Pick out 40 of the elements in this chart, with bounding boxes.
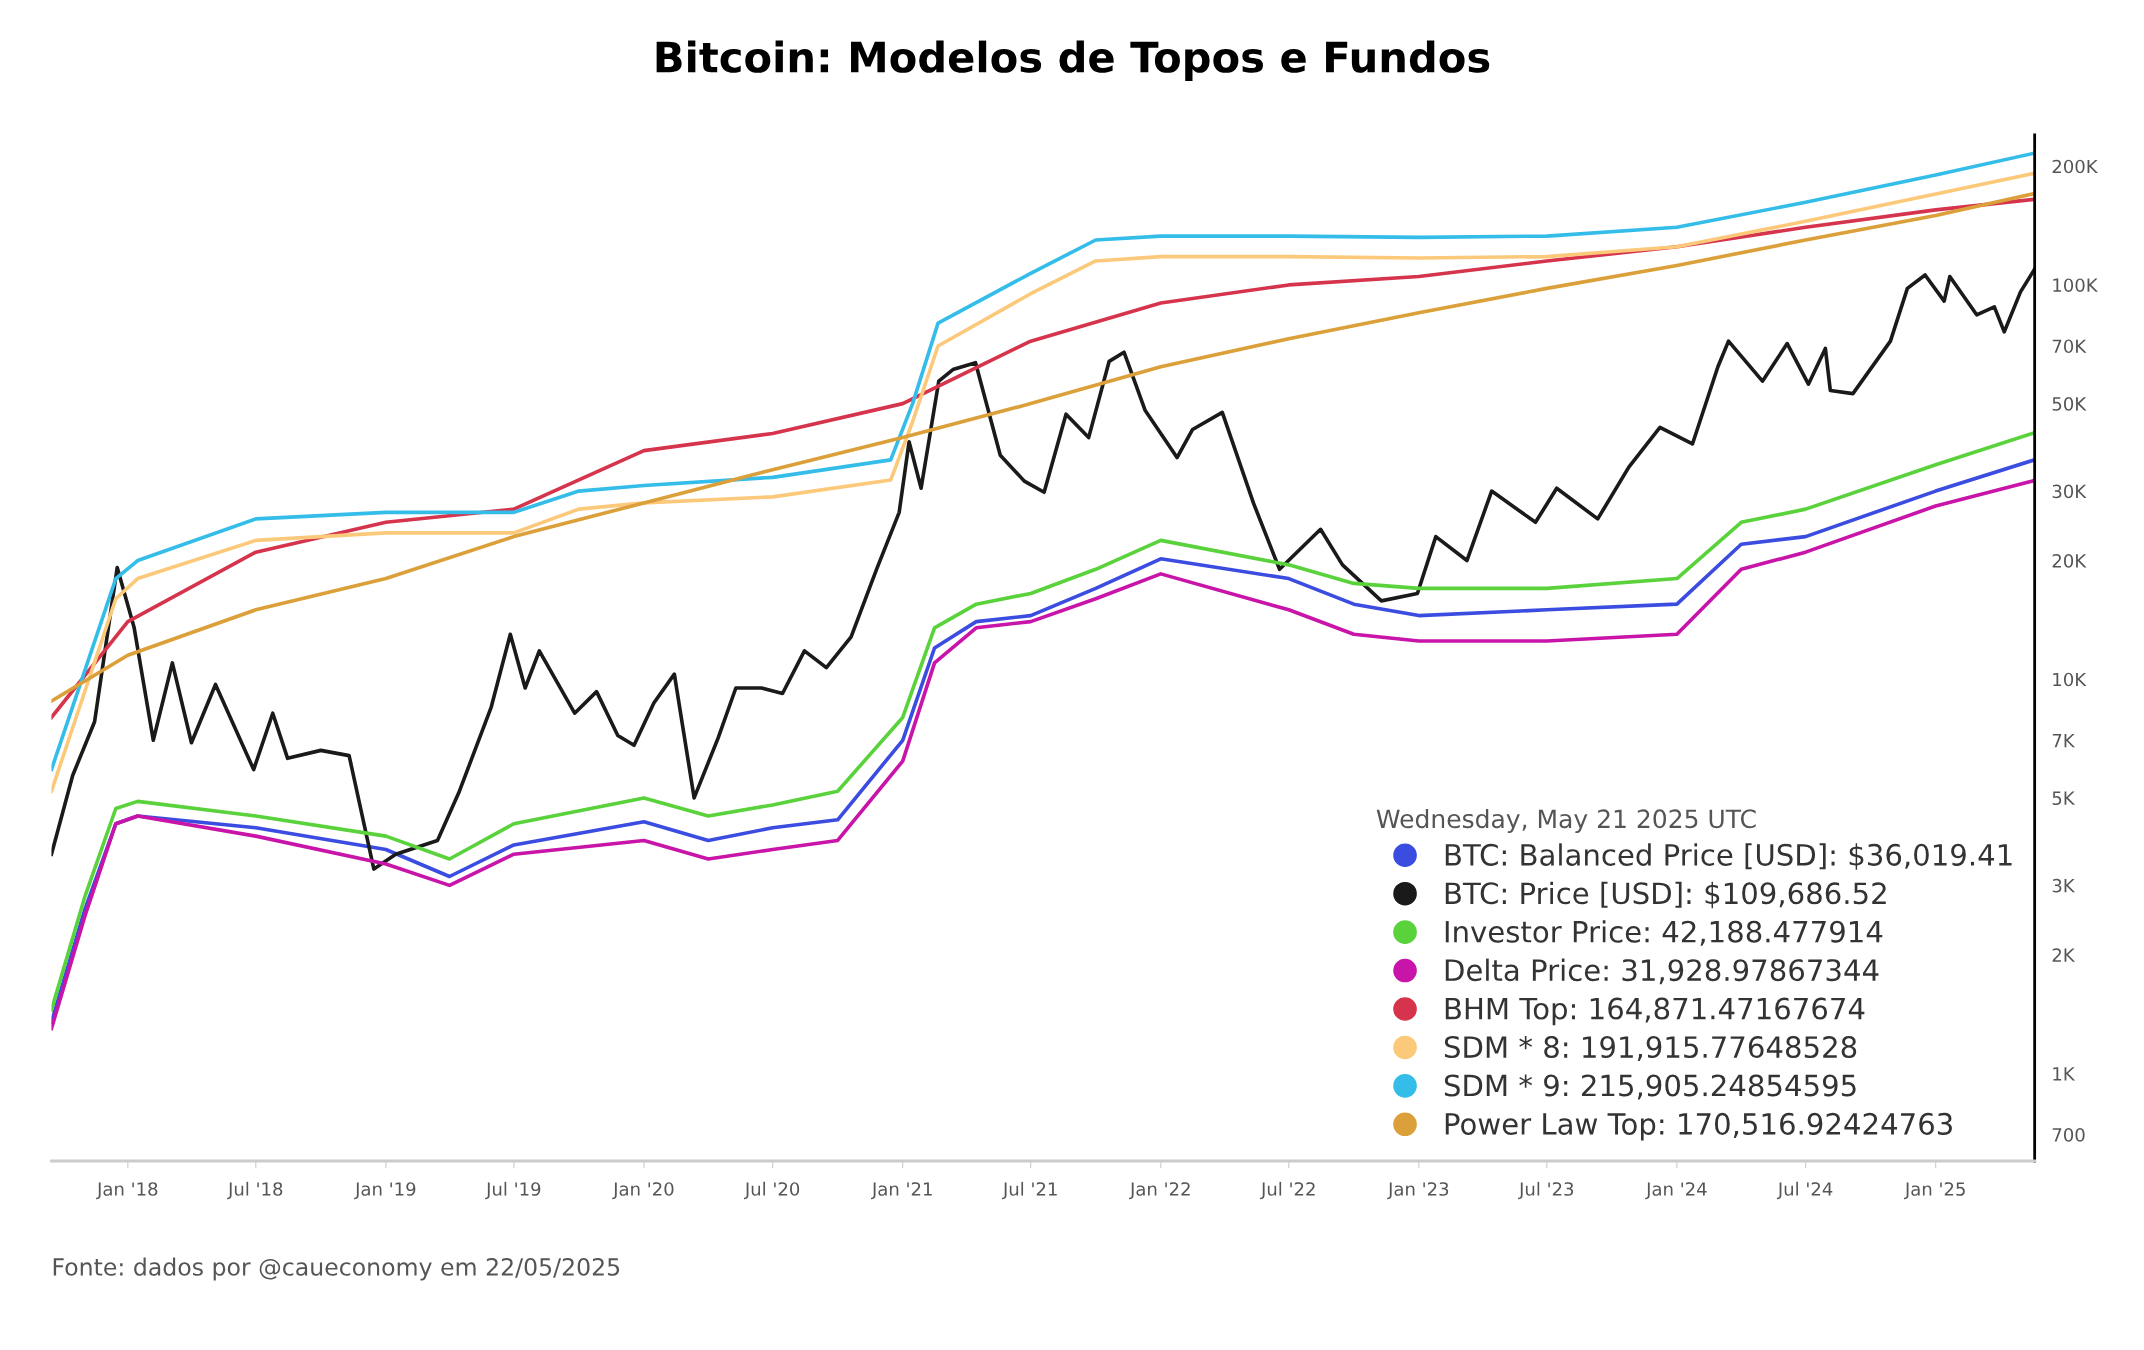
legend-label: Power Law Top: 170,516.92424763 bbox=[1445, 1112, 1952, 1141]
line-series bbox=[51, 267, 2035, 871]
x-tick-label: Jul '19 bbox=[485, 1181, 541, 1200]
y-tick-label: 3K bbox=[2052, 878, 2076, 893]
x-tick-label: Jan '20 bbox=[612, 1182, 674, 1200]
y-tick-label: 50K bbox=[2052, 397, 2087, 411]
y-tick-label: 100K bbox=[2053, 278, 2098, 293]
y-tick-label: 5K bbox=[2052, 791, 2076, 806]
x-tick-label: Jul '24 bbox=[1776, 1181, 1833, 1200]
legend-label: BTC: Price [USD]: $109,686.52 bbox=[1445, 881, 1886, 909]
y-tick-label: 1K bbox=[2053, 1067, 2076, 1081]
legend-label: Delta Price: 31,928.97867344 bbox=[1445, 958, 1879, 985]
legend-label: SDM * 8: 191,915.77648528 bbox=[1444, 1036, 1857, 1062]
y-tick-label: 700 bbox=[2052, 1128, 2085, 1142]
legend-label: Investor Price: 42,188.477914 bbox=[1445, 920, 1883, 946]
x-tick-label: Jul '18 bbox=[227, 1181, 283, 1200]
y-tick-label: 70K bbox=[2052, 339, 2087, 354]
source-note: Fonte: dados por @caueconomy em 22/05/2025 bbox=[53, 1257, 620, 1281]
y-tick-label: 10K bbox=[2053, 672, 2087, 687]
x-tick-label: Jan '21 bbox=[871, 1182, 932, 1200]
chart-title: Bitcoin: Modelos de Topos e Fundos bbox=[656, 40, 1490, 81]
y-tick-label: 200K bbox=[2052, 159, 2098, 174]
x-tick-label: Jan '18 bbox=[96, 1182, 158, 1200]
y-tick-label: 30K bbox=[2052, 484, 2087, 499]
x-tick-label: Jan '23 bbox=[1387, 1182, 1449, 1200]
legend-label: BHM Top: 164,871.47167674 bbox=[1445, 997, 1865, 1026]
x-tick-label: Jan '19 bbox=[354, 1182, 416, 1200]
x-tick-label: Jul '22 bbox=[1260, 1181, 1315, 1200]
x-tick-label: Jul '23 bbox=[1518, 1181, 1574, 1200]
y-tick-label: 2K bbox=[2052, 948, 2076, 962]
legend-title: Wednesday, May 21 2025 UTC bbox=[1376, 808, 1756, 834]
legend-label: SDM * 9: 215,905.24854595 bbox=[1444, 1074, 1856, 1100]
x-tick-label: Jan '24 bbox=[1645, 1182, 1707, 1200]
x-tick-label: Jul '20 bbox=[743, 1181, 800, 1200]
legend-label: BTC: Balanced Price [USD]: $36,019.41 bbox=[1445, 843, 2012, 870]
x-tick-label: Jan '22 bbox=[1129, 1182, 1190, 1200]
x-tick-label: Jul '21 bbox=[1002, 1181, 1057, 1200]
x-tick-label: Jan '25 bbox=[1903, 1182, 1965, 1200]
y-tick-label: 7K bbox=[2052, 734, 2076, 748]
y-tick-label: 20K bbox=[2052, 553, 2087, 568]
